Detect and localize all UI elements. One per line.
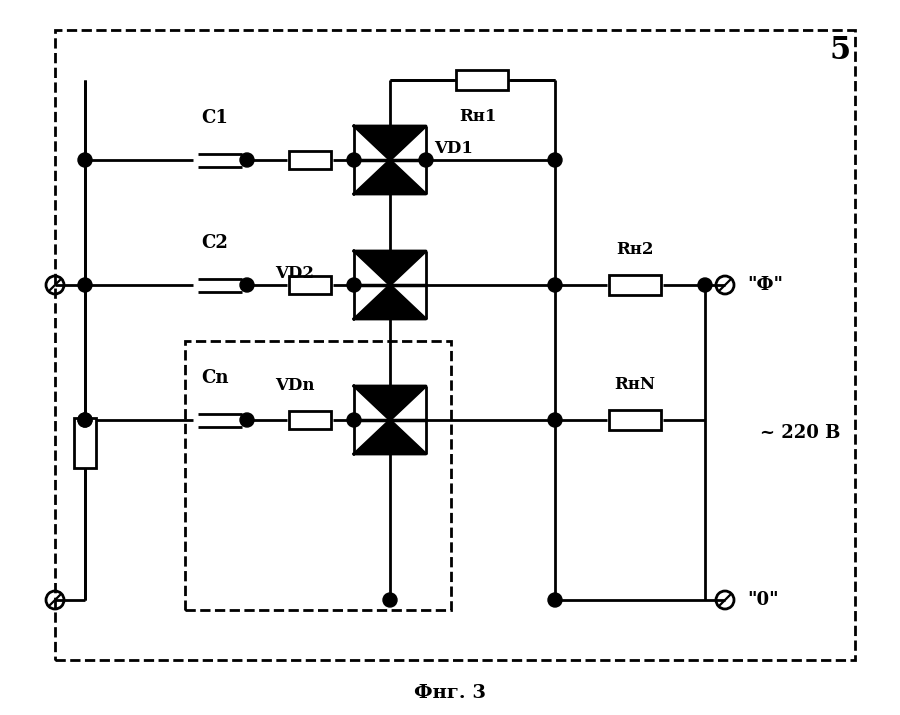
Polygon shape bbox=[354, 285, 426, 319]
Circle shape bbox=[78, 153, 92, 167]
Circle shape bbox=[78, 413, 92, 427]
Bar bbox=[456, 70, 508, 90]
Circle shape bbox=[78, 413, 92, 427]
Bar bbox=[74, 418, 96, 468]
Text: RнN: RнN bbox=[615, 376, 655, 393]
Text: Cn: Cn bbox=[202, 369, 229, 387]
Text: "0": "0" bbox=[747, 591, 778, 609]
Circle shape bbox=[419, 153, 433, 167]
Circle shape bbox=[548, 413, 562, 427]
Circle shape bbox=[548, 153, 562, 167]
Text: VD1: VD1 bbox=[434, 139, 473, 157]
Text: VD2: VD2 bbox=[275, 265, 314, 282]
Text: 5: 5 bbox=[830, 34, 850, 66]
Circle shape bbox=[347, 278, 361, 292]
Circle shape bbox=[698, 278, 712, 292]
Circle shape bbox=[548, 593, 562, 607]
Text: C1: C1 bbox=[202, 109, 229, 127]
Text: "Ф": "Ф" bbox=[747, 276, 783, 294]
Circle shape bbox=[240, 413, 254, 427]
Circle shape bbox=[383, 593, 397, 607]
Circle shape bbox=[548, 278, 562, 292]
Circle shape bbox=[240, 153, 254, 167]
Text: Rн1: Rн1 bbox=[459, 108, 496, 125]
Circle shape bbox=[347, 153, 361, 167]
Polygon shape bbox=[354, 160, 426, 194]
Bar bbox=[55, 30, 855, 660]
Circle shape bbox=[240, 278, 254, 292]
Circle shape bbox=[78, 278, 92, 292]
Polygon shape bbox=[354, 126, 426, 160]
Bar bbox=[609, 410, 661, 430]
Bar bbox=[289, 151, 331, 169]
Polygon shape bbox=[354, 420, 426, 454]
Bar bbox=[185, 341, 451, 610]
Text: Фнг. 3: Фнг. 3 bbox=[414, 684, 486, 702]
Text: C2: C2 bbox=[202, 234, 229, 252]
Bar bbox=[289, 411, 331, 429]
Bar bbox=[609, 275, 661, 295]
Polygon shape bbox=[354, 386, 426, 420]
Text: Rн2: Rн2 bbox=[616, 241, 653, 258]
Text: VDn: VDn bbox=[275, 377, 314, 393]
Circle shape bbox=[347, 413, 361, 427]
Polygon shape bbox=[354, 251, 426, 285]
Bar bbox=[289, 276, 331, 294]
Text: ~ 220 В: ~ 220 В bbox=[760, 423, 841, 441]
